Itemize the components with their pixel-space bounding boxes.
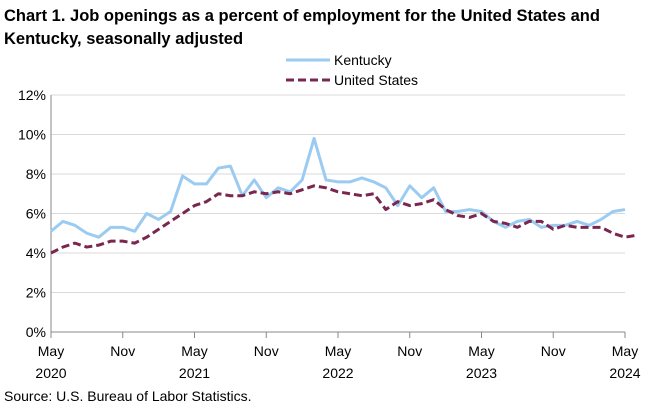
grid-lines [50, 94, 625, 333]
legend-label: Kentucky [334, 52, 392, 68]
series-line-united-states [50, 184, 638, 255]
x-tick-month: May [612, 343, 638, 359]
x-tick-year: 2022 [322, 365, 353, 381]
series-line-kentucky [50, 136, 626, 239]
y-tick-label: 0% [26, 324, 46, 340]
y-tick-label: 2% [26, 285, 46, 301]
x-tick-month: Nov [110, 343, 135, 359]
legend: United States Kentucky [286, 52, 418, 88]
y-axis-ticks: 0% 2% 4% 6% 8% 10% 12% [18, 87, 46, 340]
x-tick-year: 2021 [179, 365, 210, 381]
y-tick-label: 6% [26, 206, 46, 222]
x-tick-month: Nov [541, 343, 566, 359]
y-tick-label: 12% [18, 87, 46, 103]
x-tick-month: May [325, 343, 351, 359]
x-tick-year: 2023 [466, 365, 497, 381]
x-tick-year: 2024 [609, 365, 640, 381]
source-note: Source: U.S. Bureau of Labor Statistics. [4, 388, 252, 404]
x-tick-month: May [468, 343, 494, 359]
x-tick-month: Nov [254, 343, 279, 359]
series-lines [50, 136, 638, 255]
legend-label: United States [334, 72, 418, 88]
x-tick-year: 2020 [35, 365, 66, 381]
x-tick-month: May [181, 343, 207, 359]
x-tick-month: Nov [397, 343, 422, 359]
x-tick-month: May [38, 343, 64, 359]
x-axis-ticks: May 2020 Nov May 2021 Nov May 2022 Nov May 2023 Nov… [35, 332, 641, 381]
chart-title: Chart 1. Job openings as a percent of em… [4, 7, 600, 48]
y-tick-label: 8% [26, 166, 46, 182]
y-tick-label: 4% [26, 245, 46, 261]
y-tick-label: 10% [18, 127, 46, 143]
